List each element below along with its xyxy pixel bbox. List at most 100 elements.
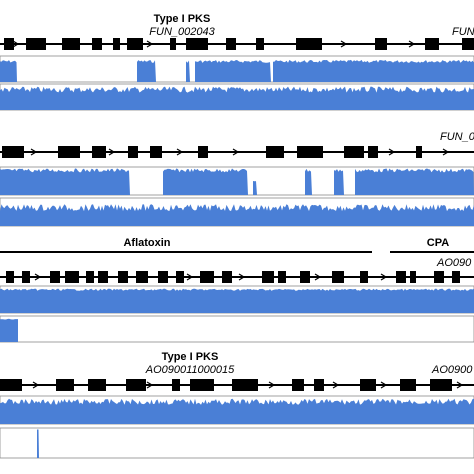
coverage-profile [0,168,474,195]
track-frame [0,427,474,459]
exon-block [150,146,162,158]
exon-block [430,379,452,391]
coverage-area [186,60,190,82]
exon-block [186,38,208,50]
exon-block [127,38,143,50]
coverage-area [195,60,271,82]
exon-block [170,38,176,50]
exon-block [314,379,324,391]
strand-arrow [340,40,348,48]
panel-3: Aflatoxin CPA AO090 [0,237,474,343]
exon-block [198,146,208,158]
exon-block [400,379,416,391]
strand-arrow [408,40,416,48]
coverage-area [0,86,474,110]
strand-arrow [186,273,194,281]
exon-block [0,379,22,391]
exon-block [266,146,284,158]
exon-block [410,271,416,283]
gene-track [0,379,464,391]
coverage-profile [0,398,474,424]
exon-block [344,146,364,158]
cluster-label-cpa: CPA [427,237,449,249]
strand-arrow [108,148,116,156]
exon-block [462,38,474,50]
exon-block [396,271,406,283]
coverage-area [0,60,17,82]
exon-block [190,379,214,391]
exon-block [158,271,168,283]
strand-arrow [32,381,40,389]
exon-block [360,379,376,391]
exon-block [452,271,460,283]
exon-block [62,38,80,50]
panel-1: Type I PKS FUN_002043 FUN [0,13,474,111]
exon-block [256,38,264,50]
strand-arrow [146,381,154,389]
coverage-track-sample-b [0,315,474,343]
gene-label-fun-truncated: FUN [452,26,474,38]
coverage-track-sample-b [0,197,474,227]
coverage-area [163,168,248,195]
coverage-area [305,168,312,195]
exon-block [375,38,387,50]
exon-block [300,271,310,283]
coverage-area [0,204,474,226]
exon-block [296,38,322,50]
strand-arrow [146,40,154,48]
exon-block [200,271,214,283]
exon-block [297,146,323,158]
exon-block [92,38,102,50]
track-frame [0,315,474,343]
cluster-label-type-i-pks-2: Type I PKS [162,351,219,363]
exon-block [4,38,14,50]
exon-block [226,38,236,50]
strand-arrow [268,381,276,389]
coverage-track-sample-b [0,427,474,459]
coverage-area [0,288,474,313]
strand-arrow [456,381,464,389]
exon-block [2,146,24,158]
exon-block [292,379,304,391]
exon-block [65,271,79,283]
strand-arrow [380,273,388,281]
exon-block [88,379,106,391]
strand-arrow [314,273,322,281]
coverage-area [355,168,474,195]
exon-block [360,271,368,283]
exon-block [6,271,14,283]
strand-arrow [388,148,396,156]
coverage-area [0,168,130,195]
coverage-profile [0,59,474,82]
strand-arrow [442,148,450,156]
coverage-profile [0,86,474,110]
coverage-track-sample-a [0,285,474,314]
coverage-profile [0,288,474,313]
gene-track [2,146,450,158]
exon-block [56,379,74,391]
exon-block [58,146,80,158]
exon-block [416,146,422,158]
exon-block [118,271,128,283]
coverage-track-sample-a [0,55,474,83]
exon-block [50,271,60,283]
exon-block [434,271,444,283]
exon-block [368,146,378,158]
strand-arrow [176,148,184,156]
coverage-track-sample-a [0,166,474,196]
coverage-profile [37,429,39,458]
exon-block [332,271,344,283]
exon-block [222,271,232,283]
panel-2: FUN_0 [0,131,474,227]
exon-block [26,38,46,50]
exon-block [172,379,180,391]
strand-arrow [12,40,20,48]
gene-label-fun-0-truncated: FUN_0 [440,131,474,143]
exon-block [22,271,30,283]
strand-arrow [232,148,240,156]
gene-label-ao090011000015: AO090011000015 [145,364,235,376]
coverage-area [273,59,474,82]
gene-label-ao090-truncated: AO090 [436,257,472,269]
gene-label-ao0900-truncated: AO0900 [431,364,473,376]
cluster-label-aflatoxin: Aflatoxin [123,237,170,249]
